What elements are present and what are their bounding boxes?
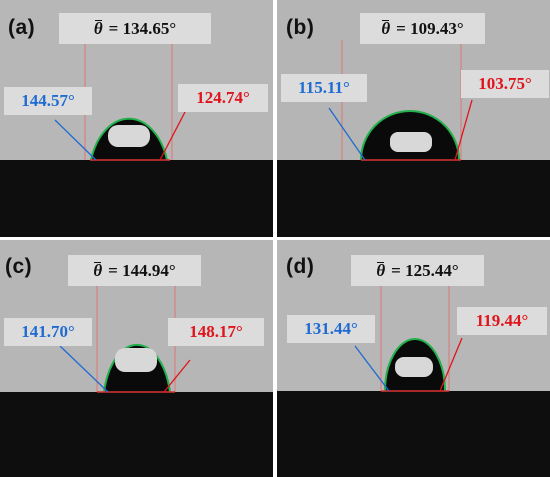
mean-angle-box: θ = 134.65°	[59, 13, 211, 44]
panel-label: (d)	[286, 255, 315, 278]
mean-angle-value: = 134.65°	[108, 18, 177, 38]
theta-symbol: θ	[93, 18, 103, 38]
panel-label: (c)	[5, 255, 33, 278]
right-angle-label: 124.74°	[178, 84, 268, 112]
mean-angle-box: θ = 125.44°	[351, 255, 484, 286]
panel-d: (d) θ = 125.44° 131.44° 119.44°	[277, 240, 550, 477]
mean-angle-value: = 144.94°	[108, 260, 176, 280]
left-angle-label: 141.70°	[4, 318, 92, 346]
panel-label: (a)	[8, 16, 36, 39]
right-angle-label: 119.44°	[457, 307, 547, 335]
right-angle-label: 103.75°	[461, 70, 549, 98]
mean-angle-value: = 125.44°	[391, 260, 459, 280]
panel-c: (c) θ = 144.94° 141.70° 148.17°	[0, 240, 273, 477]
theta-symbol: θ	[381, 18, 391, 38]
panel-b: (b) θ = 109.43° 115.11° 103.75°	[277, 0, 550, 237]
left-angle-label: 131.44°	[287, 315, 375, 343]
mean-angle-box: θ = 144.94°	[68, 255, 201, 286]
panel-label: (b)	[286, 16, 315, 39]
left-angle-label: 144.57°	[4, 87, 92, 115]
panel-a: (a) θ = 134.65° 144.57° 124.74°	[0, 0, 273, 237]
droplet-image-c	[0, 240, 273, 477]
theta-symbol: θ	[376, 260, 386, 280]
mean-angle-box: θ = 109.43°	[360, 13, 485, 44]
left-angle-label: 115.11°	[281, 74, 367, 102]
right-angle-label: 148.17°	[168, 318, 264, 346]
theta-symbol: θ	[93, 260, 103, 280]
mean-angle-value: = 109.43°	[396, 18, 464, 38]
